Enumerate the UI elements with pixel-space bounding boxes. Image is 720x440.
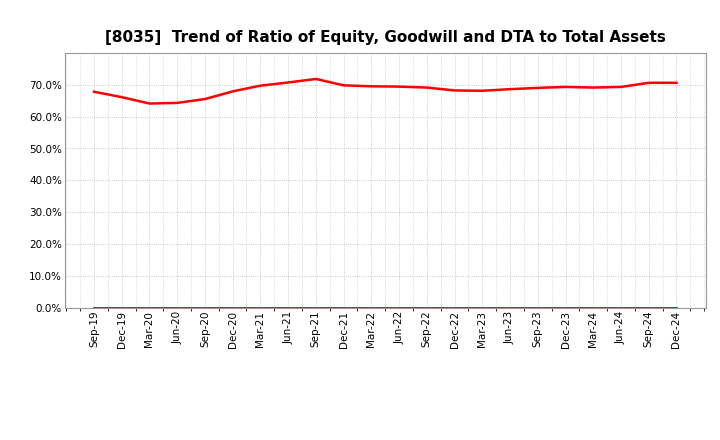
Goodwill: [478, 305, 487, 311]
Line: Equity: Equity: [94, 79, 677, 103]
Goodwill: [505, 305, 514, 311]
Goodwill: [117, 305, 126, 311]
Goodwill: [450, 305, 459, 311]
Goodwill: [312, 305, 320, 311]
Deferred Tax Assets: [367, 305, 376, 311]
Goodwill: [367, 305, 376, 311]
Equity: [367, 84, 376, 89]
Goodwill: [228, 305, 237, 311]
Equity: [256, 83, 265, 88]
Deferred Tax Assets: [478, 305, 487, 311]
Deferred Tax Assets: [561, 305, 570, 311]
Equity: [339, 83, 348, 88]
Goodwill: [173, 305, 181, 311]
Goodwill: [284, 305, 292, 311]
Equity: [89, 89, 98, 94]
Equity: [534, 85, 542, 91]
Equity: [450, 88, 459, 93]
Deferred Tax Assets: [312, 305, 320, 311]
Deferred Tax Assets: [339, 305, 348, 311]
Deferred Tax Assets: [145, 305, 154, 311]
Equity: [423, 85, 431, 90]
Deferred Tax Assets: [228, 305, 237, 311]
Deferred Tax Assets: [450, 305, 459, 311]
Goodwill: [561, 305, 570, 311]
Equity: [395, 84, 403, 89]
Deferred Tax Assets: [173, 305, 181, 311]
Deferred Tax Assets: [589, 305, 598, 311]
Equity: [312, 76, 320, 81]
Equity: [284, 80, 292, 85]
Goodwill: [589, 305, 598, 311]
Equity: [201, 96, 210, 102]
Deferred Tax Assets: [256, 305, 265, 311]
Goodwill: [423, 305, 431, 311]
Goodwill: [256, 305, 265, 311]
Equity: [616, 84, 625, 90]
Deferred Tax Assets: [505, 305, 514, 311]
Equity: [478, 88, 487, 93]
Equity: [173, 100, 181, 106]
Equity: [672, 80, 681, 85]
Deferred Tax Assets: [534, 305, 542, 311]
Deferred Tax Assets: [423, 305, 431, 311]
Goodwill: [616, 305, 625, 311]
Title: [8035]  Trend of Ratio of Equity, Goodwill and DTA to Total Assets: [8035] Trend of Ratio of Equity, Goodwil…: [105, 29, 665, 45]
Deferred Tax Assets: [395, 305, 403, 311]
Equity: [145, 101, 154, 106]
Goodwill: [339, 305, 348, 311]
Equity: [117, 95, 126, 100]
Goodwill: [672, 305, 681, 311]
Goodwill: [89, 305, 98, 311]
Equity: [505, 87, 514, 92]
Deferred Tax Assets: [89, 305, 98, 311]
Deferred Tax Assets: [201, 305, 210, 311]
Goodwill: [145, 305, 154, 311]
Goodwill: [201, 305, 210, 311]
Goodwill: [534, 305, 542, 311]
Goodwill: [395, 305, 403, 311]
Equity: [644, 80, 653, 85]
Goodwill: [644, 305, 653, 311]
Equity: [561, 84, 570, 90]
Deferred Tax Assets: [644, 305, 653, 311]
Equity: [228, 89, 237, 94]
Deferred Tax Assets: [672, 305, 681, 311]
Deferred Tax Assets: [117, 305, 126, 311]
Deferred Tax Assets: [616, 305, 625, 311]
Deferred Tax Assets: [284, 305, 292, 311]
Equity: [589, 85, 598, 90]
